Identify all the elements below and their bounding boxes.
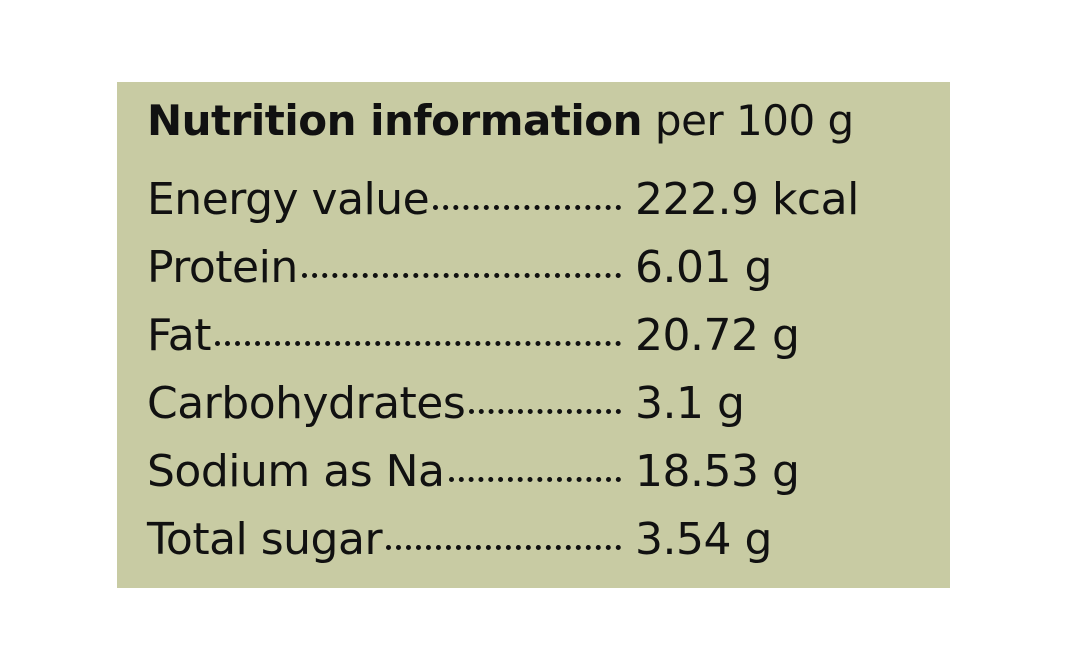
- nutrient-cell: Energy value: [147, 174, 627, 225]
- dot-leader: [301, 273, 621, 278]
- nutrient-cell: Fat: [147, 310, 627, 361]
- nutrient-name: Carbohydrates: [147, 378, 466, 429]
- nutrition-row: Total sugar 3.54 g: [147, 514, 859, 582]
- label-panel: Nutrition information per 100 g Energy v…: [117, 82, 950, 588]
- nutrient-name: Fat: [147, 310, 211, 361]
- dot-leader: [469, 409, 621, 414]
- nutrition-row: Protein 6.01 g: [147, 242, 859, 310]
- title-rest: per 100 g: [654, 96, 854, 145]
- nutrient-cell: Protein: [147, 242, 627, 293]
- nutrient-name: Total sugar: [147, 514, 383, 565]
- nutrition-row: Sodium as Na 18.53 g: [147, 446, 859, 514]
- nutrient-value: 6.01 g: [635, 242, 772, 293]
- title-bold: Nutrition information: [147, 96, 643, 145]
- nutrient-value: 3.54 g: [635, 514, 772, 565]
- nutrition-row: Fat 20.72 g: [147, 310, 859, 378]
- nutrition-row: Energy value 222.9 kcal: [147, 174, 859, 242]
- dot-leader: [433, 205, 621, 210]
- nutrient-value: 222.9 kcal: [635, 174, 859, 225]
- nutrient-name: Sodium as Na: [147, 446, 445, 497]
- nutrient-name: Protein: [147, 242, 298, 293]
- nutrient-value: 20.72 g: [635, 310, 800, 361]
- dot-leader: [214, 341, 621, 346]
- nutrient-name: Energy value: [147, 174, 430, 225]
- dot-leader: [386, 545, 621, 550]
- nutrient-value: 3.1 g: [635, 378, 745, 429]
- dot-leader: [448, 477, 621, 482]
- nutrient-cell: Carbohydrates: [147, 378, 627, 429]
- nutrition-rows: Energy value 222.9 kcal Protein 6.01 g Fat 20…: [147, 174, 859, 582]
- nutrient-cell: Sodium as Na: [147, 446, 627, 497]
- title: Nutrition information per 100 g: [147, 96, 854, 145]
- nutrition-row: Carbohydrates 3.1 g: [147, 378, 859, 446]
- nutrient-value: 18.53 g: [635, 446, 800, 497]
- nutrient-cell: Total sugar: [147, 514, 627, 565]
